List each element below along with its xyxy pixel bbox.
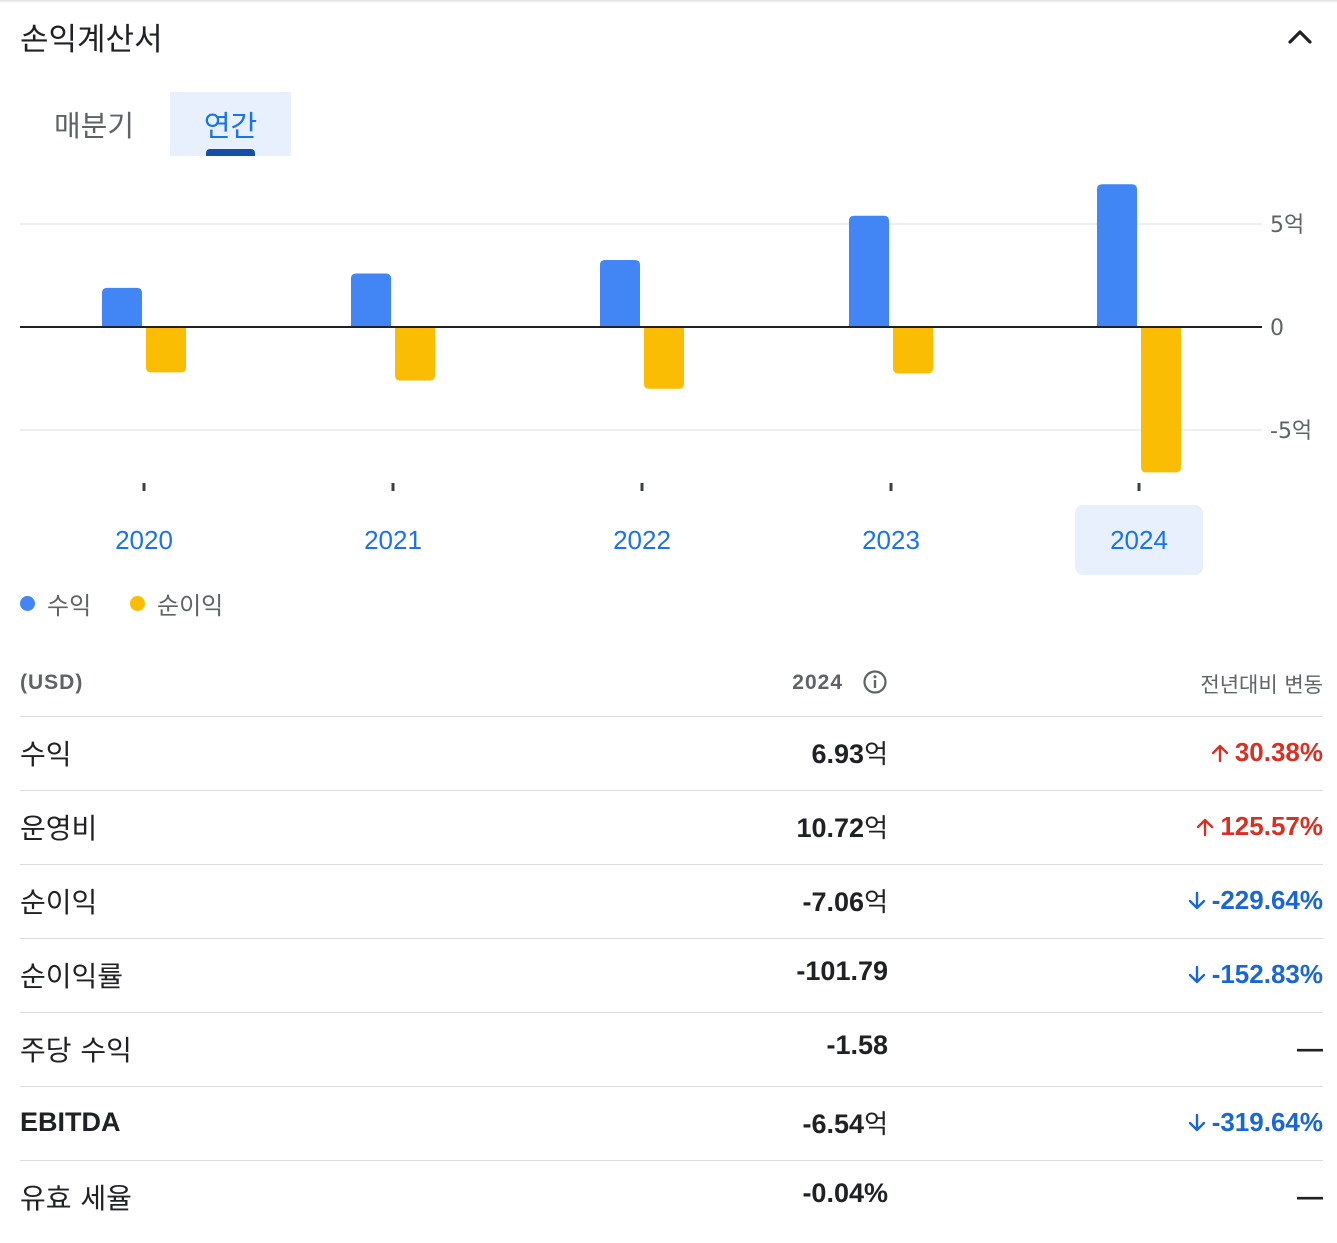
legend-dot-revenue bbox=[20, 595, 35, 611]
arrow-up-icon bbox=[1197, 818, 1214, 836]
top-shadow bbox=[0, 0, 1337, 3]
row-value-number: -1.58 bbox=[826, 1030, 888, 1060]
row-change: -229.64% bbox=[1186, 885, 1323, 916]
collapse-button[interactable] bbox=[1278, 20, 1322, 54]
table-header: (USD) 2024 전년대비 변동 bbox=[20, 665, 1323, 703]
legend-label-net-income: 순이익 bbox=[157, 591, 224, 620]
row-change: -319.64% bbox=[1186, 1107, 1323, 1138]
row-value: -7.06억 bbox=[803, 882, 888, 919]
row-label: 주당 수익 bbox=[20, 1034, 132, 1067]
table-row: 주당 수익 -1.58 — bbox=[20, 1012, 1323, 1086]
currency-label: (USD) bbox=[20, 671, 84, 694]
row-change: 125.57% bbox=[1194, 811, 1323, 842]
net-income-bar-2022[interactable] bbox=[644, 327, 684, 389]
revenue-bar-2022[interactable] bbox=[600, 260, 640, 327]
row-change-text: 30.38% bbox=[1234, 737, 1323, 767]
year-label-2020[interactable]: 2020 bbox=[115, 524, 173, 555]
tab-quarterly[interactable]: 매분기 bbox=[53, 109, 135, 143]
row-value-number: 6.93 bbox=[811, 739, 865, 769]
arrow-down-icon bbox=[1188, 891, 1205, 909]
table-row: 유효 세율 -0.04% — bbox=[20, 1160, 1323, 1234]
row-change-text: -229.64% bbox=[1211, 885, 1323, 915]
net-income-bar-2023[interactable] bbox=[893, 327, 933, 374]
revenue-bar-2021[interactable] bbox=[351, 273, 391, 327]
net-income-bar-2024[interactable] bbox=[1141, 327, 1181, 473]
y-tick-label: 5억 bbox=[1270, 213, 1304, 238]
table-row: 순이익률 -101.79 -152.83% bbox=[20, 938, 1323, 1012]
legend-item-net-income: 순이익 bbox=[130, 588, 224, 620]
row-value: -101.79 bbox=[796, 956, 888, 987]
revenue-bar-2023[interactable] bbox=[849, 215, 889, 327]
row-change-text: -152.83% bbox=[1211, 959, 1323, 989]
row-change: -152.83% bbox=[1186, 959, 1323, 990]
row-value-number: -101.79 bbox=[796, 956, 888, 986]
year-label-2021[interactable]: 2021 bbox=[364, 524, 422, 555]
row-change-text: -319.64% bbox=[1211, 1107, 1323, 1137]
row-change-text: — bbox=[1297, 1181, 1323, 1211]
row-value-unit: 억 bbox=[864, 1110, 888, 1140]
chevron-up-icon bbox=[1288, 30, 1312, 44]
row-value: 10.72억 bbox=[797, 808, 889, 845]
year-label-2022[interactable]: 2022 bbox=[613, 524, 671, 555]
year-label-2024[interactable]: 2024 bbox=[1075, 505, 1203, 575]
table-row: 순이익 -7.06억 -229.64% bbox=[20, 864, 1323, 938]
row-value-number: -0.04% bbox=[802, 1178, 888, 1208]
row-label: 운영비 bbox=[20, 812, 98, 845]
arrow-up-icon bbox=[1211, 744, 1229, 762]
row-value-unit: 억 bbox=[864, 740, 888, 770]
row-label: 유효 세율 bbox=[20, 1182, 132, 1215]
change-column-header: 전년대비 변동 bbox=[1200, 673, 1323, 697]
table-row: 수익 6.93억 30.38% bbox=[20, 716, 1323, 790]
row-change-text: 125.57% bbox=[1220, 811, 1323, 841]
row-label: EBITDA bbox=[20, 1107, 121, 1137]
row-change-text: — bbox=[1297, 1033, 1323, 1063]
revenue-bar-2020[interactable] bbox=[102, 287, 142, 327]
row-change: — bbox=[1297, 1181, 1323, 1212]
financial-table: 수익 6.93억 30.38% 운영비 10.72억 125.57% 순이익 -7.06억 -2… bbox=[20, 716, 1323, 1234]
legend-label-revenue: 수익 bbox=[47, 591, 92, 620]
revenue-bar-2024[interactable] bbox=[1097, 184, 1137, 327]
table-row: 운영비 10.72억 125.57% bbox=[20, 790, 1323, 864]
year-column-header: 2024 bbox=[792, 671, 843, 694]
row-value-number: -6.54 bbox=[802, 1109, 865, 1139]
row-change: 30.38% bbox=[1209, 737, 1323, 768]
row-label: 수익 bbox=[20, 738, 72, 771]
info-icon bbox=[863, 670, 887, 694]
y-tick-label: -5억 bbox=[1270, 419, 1312, 444]
row-value-number: -7.06 bbox=[802, 887, 865, 917]
legend-dot-net-income bbox=[130, 595, 145, 611]
arrow-down-icon bbox=[1188, 965, 1205, 983]
info-button[interactable] bbox=[862, 669, 888, 695]
net-income-bar-2020[interactable] bbox=[146, 327, 186, 373]
arrow-down-icon bbox=[1188, 1113, 1205, 1131]
net-income-bar-2021[interactable] bbox=[395, 327, 435, 381]
bar-chart: 5억 0 -5억 bbox=[20, 184, 1312, 491]
year-label-2023[interactable]: 2023 bbox=[862, 524, 920, 555]
row-value: -6.54억 bbox=[803, 1104, 888, 1141]
tab-active-indicator bbox=[206, 149, 255, 156]
y-tick-label: 0 bbox=[1270, 316, 1284, 341]
row-value-unit: 억 bbox=[864, 814, 888, 844]
row-value: 6.93억 bbox=[812, 734, 888, 771]
row-value-unit: 억 bbox=[864, 888, 888, 918]
row-change: — bbox=[1297, 1033, 1323, 1064]
legend-item-revenue: 수익 bbox=[20, 588, 92, 620]
row-label: 순이익률 bbox=[20, 960, 124, 993]
section-title: 손익계산서 bbox=[20, 22, 163, 58]
row-label: 순이익 bbox=[20, 886, 98, 919]
row-value-number: 10.72 bbox=[796, 813, 865, 843]
table-row: EBITDA -6.54억 -319.64% bbox=[20, 1086, 1323, 1160]
row-value: -1.58 bbox=[826, 1030, 888, 1061]
tab-annual[interactable]: 연간 bbox=[170, 92, 291, 156]
row-value: -0.04% bbox=[802, 1178, 888, 1209]
